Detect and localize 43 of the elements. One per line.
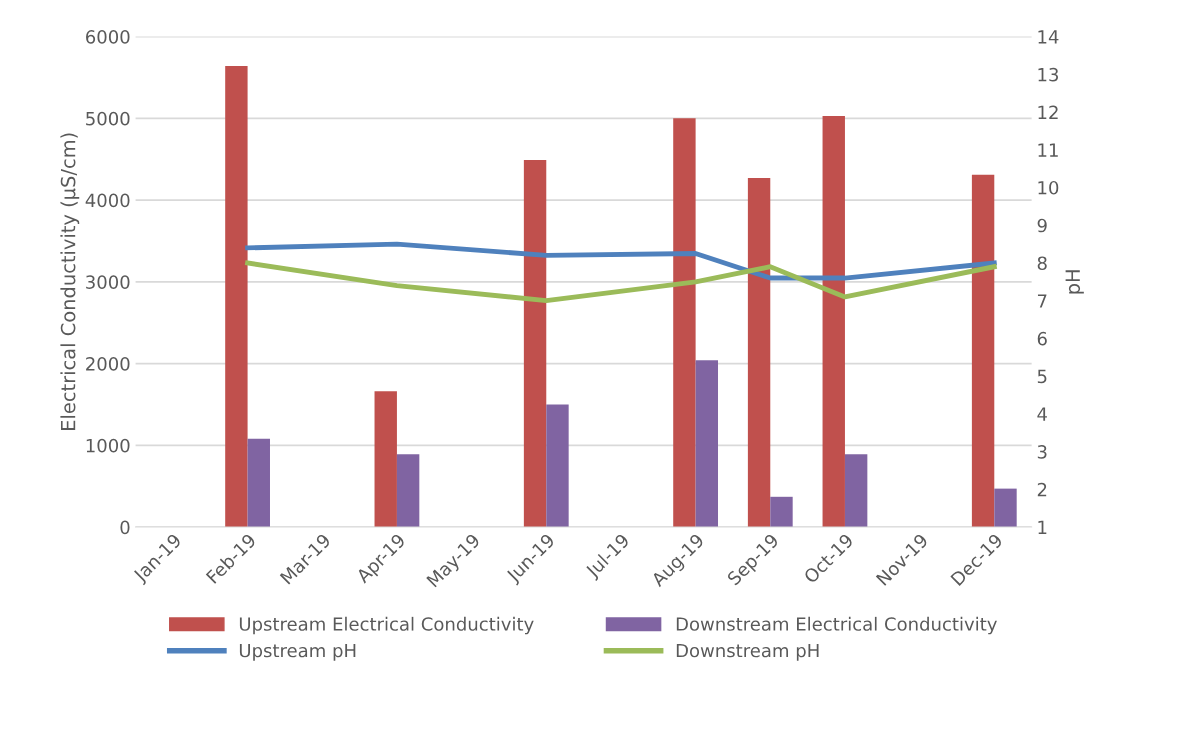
line-series — [245, 241, 997, 281]
y-axis-title: Electrical Conductivity (µS/cm) — [60, 133, 80, 430]
y2-tick-label: 13 — [1038, 67, 1059, 82]
y-tick-label: 4000 — [85, 193, 130, 208]
bar — [523, 160, 547, 528]
y2-tick-label: 7 — [1037, 294, 1047, 308]
bar — [994, 488, 1017, 528]
y2-tick-label: 5 — [1037, 369, 1047, 384]
y2-tick-label: 14 — [1038, 30, 1059, 44]
y-tick-label: 3000 — [86, 275, 130, 289]
y2-tick-label: 6 — [1037, 331, 1047, 346]
bar — [374, 391, 397, 528]
bar — [770, 496, 793, 528]
legend-label: Downstream Electrical Conductivity — [676, 616, 997, 635]
bar — [971, 174, 995, 528]
bar — [247, 438, 270, 528]
y-tick-label: 2000 — [86, 357, 130, 371]
bar — [822, 115, 845, 528]
y-tick-label: 1000 — [86, 438, 130, 453]
bar — [225, 66, 248, 528]
y2-tick-label: 10 — [1038, 180, 1059, 195]
y-tick-label: 6000 — [86, 30, 130, 44]
y2-tick-label: 11 — [1038, 143, 1058, 157]
bar — [747, 178, 771, 528]
y2-tick-label: 1 — [1038, 520, 1047, 534]
legend-label: Upstream pH — [239, 643, 356, 661]
y2-tick-label: 9 — [1037, 218, 1047, 233]
bar — [546, 404, 569, 528]
bar — [695, 360, 719, 528]
line-series — [245, 260, 997, 304]
legend-label: Downstream pH — [676, 643, 819, 661]
y2-tick-label: 8 — [1037, 256, 1047, 271]
y2-tick-label: 3 — [1037, 445, 1047, 459]
bar — [396, 454, 420, 528]
y2-tick-label: 4 — [1037, 407, 1047, 421]
y-tick-label: 5000 — [86, 111, 130, 126]
y2-tick-label: 2 — [1037, 482, 1047, 497]
bar — [673, 118, 696, 528]
y2-axis-title: pH — [1065, 270, 1084, 294]
legend-label: Upstream Electrical Conductivity — [239, 616, 534, 635]
y-tick-label: 0 — [120, 520, 130, 535]
y2-tick-label: 12 — [1038, 105, 1058, 119]
bar — [844, 454, 868, 528]
